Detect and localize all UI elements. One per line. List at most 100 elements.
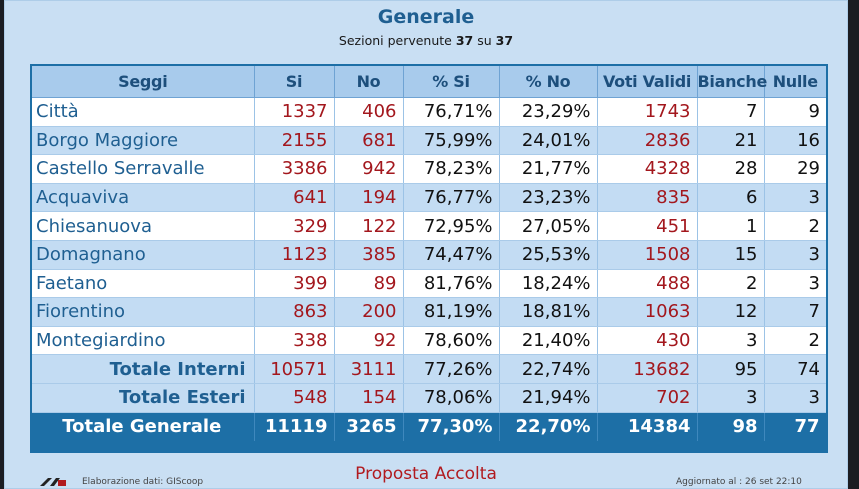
- totale-interni-row: Totale Interni 10571 3111 77,26% 22,74% …: [32, 354, 826, 384]
- cell-perc-no: 21,77%: [499, 154, 598, 184]
- cell-nulle: 2: [764, 211, 826, 241]
- column-header-seggi: Seggi: [32, 66, 255, 98]
- cell-bianche: 95: [697, 354, 765, 384]
- totale-generale-row: Totale Generale 11119 3265 77,30% 22,70%…: [32, 412, 826, 442]
- cell-nulle: 16: [764, 126, 826, 156]
- cell-voti-validi: 430: [597, 326, 698, 356]
- results-table-container: Seggi Si No % Si % No Voti Validi Bianch…: [30, 64, 828, 453]
- cell-perc-no: 18,81%: [499, 297, 598, 327]
- cell-no: 89: [334, 269, 404, 299]
- cell-si: 10571: [254, 354, 335, 384]
- cell-bianche: 1: [697, 211, 765, 241]
- data-source-text: Elaborazione dati: GIScoop: [82, 477, 204, 487]
- cell-nulle: 74: [764, 354, 826, 384]
- column-header-bianche: Bianche: [697, 66, 767, 98]
- cell-si: 863: [254, 297, 335, 327]
- cell-bianche: 28: [697, 154, 765, 184]
- cell-perc-si: 78,23%: [403, 154, 500, 184]
- cell-voti-validi: 835: [597, 183, 698, 213]
- cell-voti-validi: 702: [597, 383, 698, 413]
- cell-si: 11119: [254, 412, 335, 442]
- cell-bianche: 3: [697, 383, 765, 413]
- sections-subtitle: Sezioni pervenute 37 su 37: [4, 33, 848, 48]
- cell-no: 200: [334, 297, 404, 327]
- cell-bianche: 6: [697, 183, 765, 213]
- cell-perc-no: 23,29%: [499, 97, 598, 127]
- cell-voti-validi: 1508: [597, 240, 698, 270]
- column-header-perc-no: % No: [499, 66, 598, 98]
- cell-voti-validi: 1743: [597, 97, 698, 127]
- cell-no: 122: [334, 211, 404, 241]
- subtitle-prefix: Sezioni pervenute: [338, 33, 452, 48]
- cell-seggio: Borgo Maggiore: [32, 126, 255, 156]
- cell-bianche: 12: [697, 297, 765, 327]
- cell-seggio: Montegiardino: [32, 326, 255, 356]
- last-updated-text: Aggiornato al : 26 set 22:10: [676, 477, 802, 487]
- cell-perc-si: 77,26%: [403, 354, 500, 384]
- results-panel: Generale Sezioni pervenute 37 su 37 Segg…: [4, 0, 848, 489]
- cell-bianche: 3: [697, 326, 765, 356]
- cell-voti-validi: 4328: [597, 154, 698, 184]
- cell-si: 1123: [254, 240, 335, 270]
- results-table: Seggi Si No % Si % No Voti Validi Bianch…: [32, 66, 826, 442]
- cell-nulle: 9: [764, 97, 826, 127]
- cell-bianche: 2: [697, 269, 765, 299]
- cell-nulle: 77: [764, 412, 826, 442]
- cell-bianche: 21: [697, 126, 765, 156]
- cell-nulle: 29: [764, 154, 826, 184]
- cell-perc-no: 23,23%: [499, 183, 598, 213]
- subtitle-mid: su: [477, 33, 492, 48]
- cell-perc-si: 72,95%: [403, 211, 500, 241]
- table-row: Chiesanuova 329 122 72,95% 27,05% 451 1 …: [32, 211, 826, 241]
- cell-voti-validi: 488: [597, 269, 698, 299]
- cell-seggio: Fiorentino: [32, 297, 255, 327]
- cell-perc-no: 25,53%: [499, 240, 598, 270]
- cell-voti-validi: 451: [597, 211, 698, 241]
- cell-si: 399: [254, 269, 335, 299]
- table-row: Acquaviva 641 194 76,77% 23,23% 835 6 3: [32, 183, 826, 213]
- cell-si: 1337: [254, 97, 335, 127]
- cell-no: 942: [334, 154, 404, 184]
- cell-nulle: 3: [764, 183, 826, 213]
- cell-perc-si: 76,71%: [403, 97, 500, 127]
- page-title: Generale: [377, 6, 475, 28]
- giscoop-logo-icon: [40, 478, 66, 486]
- column-header-no: No: [334, 66, 404, 98]
- cell-perc-si: 75,99%: [403, 126, 500, 156]
- cell-seggio: Città: [32, 97, 255, 127]
- cell-voti-validi: 13682: [597, 354, 698, 384]
- cell-nulle: 3: [764, 240, 826, 270]
- totale-esteri-row: Totale Esteri 548 154 78,06% 21,94% 702 …: [32, 383, 826, 413]
- cell-perc-no: 22,74%: [499, 354, 598, 384]
- totale-esteri-label: Totale Esteri: [32, 383, 255, 413]
- cell-no: 681: [334, 126, 404, 156]
- cell-no: 385: [334, 240, 404, 270]
- cell-nulle: 3: [764, 269, 826, 299]
- column-header-nulle: Nulle: [764, 66, 826, 98]
- cell-perc-si: 78,60%: [403, 326, 500, 356]
- sections-total: 37: [495, 33, 514, 48]
- table-row: Città 1337 406 76,71% 23,29% 1743 7 9: [32, 97, 826, 127]
- cell-perc-no: 18,24%: [499, 269, 598, 299]
- totale-interni-label: Totale Interni: [32, 354, 255, 384]
- result-status: Proposta Accolta: [355, 464, 497, 484]
- cell-perc-si: 81,19%: [403, 297, 500, 327]
- table-row: Castello Serravalle 3386 942 78,23% 21,7…: [32, 154, 826, 184]
- table-row: Fiorentino 863 200 81,19% 18,81% 1063 12…: [32, 297, 826, 327]
- table-row: Domagnano 1123 385 74,47% 25,53% 1508 15…: [32, 240, 826, 270]
- cell-si: 548: [254, 383, 335, 413]
- cell-perc-si: 78,06%: [403, 383, 500, 413]
- cell-no: 406: [334, 97, 404, 127]
- cell-bianche: 7: [697, 97, 765, 127]
- cell-seggio: Acquaviva: [32, 183, 255, 213]
- cell-perc-no: 24,01%: [499, 126, 598, 156]
- cell-si: 329: [254, 211, 335, 241]
- cell-seggio: Domagnano: [32, 240, 255, 270]
- cell-perc-si: 77,30%: [403, 412, 500, 442]
- cell-perc-no: 21,94%: [499, 383, 598, 413]
- cell-perc-no: 21,40%: [499, 326, 598, 356]
- cell-si: 338: [254, 326, 335, 356]
- table-row: Faetano 399 89 81,76% 18,24% 488 2 3: [32, 269, 826, 299]
- table-row: Borgo Maggiore 2155 681 75,99% 24,01% 28…: [32, 126, 826, 156]
- column-header-perc-si: % Si: [403, 66, 500, 98]
